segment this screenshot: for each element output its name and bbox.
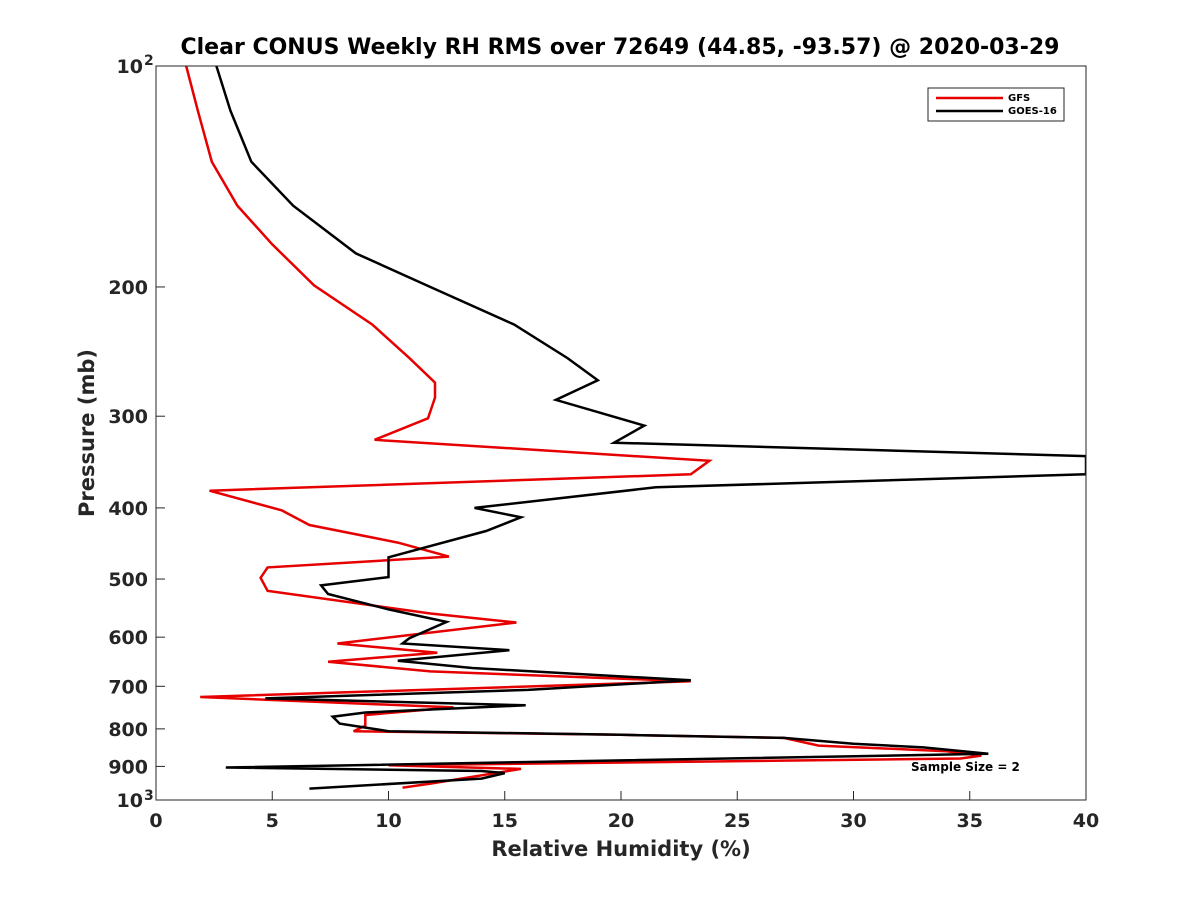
y-tick-label: 600 [108, 627, 148, 649]
x-tick-label: 15 [492, 810, 518, 832]
y-tick-exponent: 3 [144, 788, 154, 804]
x-tick-label: 35 [957, 810, 983, 832]
legend-label-gfs: GFS [1008, 93, 1030, 104]
y-tick-exponent: 2 [144, 53, 154, 69]
sample-size-annotation: Sample Size = 2 [911, 760, 1020, 774]
legend-box [927, 87, 1065, 122]
series-layer [184, 66, 1086, 790]
chart-title: Clear CONUS Weekly RH RMS over 72649 (44… [181, 35, 1060, 60]
legend-label-goes16: GOES-16 [1008, 106, 1057, 117]
x-tick-label: 20 [608, 810, 634, 832]
series-line-gfs [184, 66, 982, 789]
y-axis-label: Pressure (mb) [75, 349, 99, 517]
x-tick-label: 0 [149, 810, 162, 832]
y-tick-label: 200 [108, 277, 148, 299]
plot-area-frame [155, 65, 1087, 801]
series-line-goes-16 [215, 66, 1086, 790]
y-tick-label: 10 [117, 56, 143, 78]
x-tick-label: 40 [1073, 810, 1099, 832]
x-tick-label: 25 [724, 810, 750, 832]
y-tick-label: 700 [108, 676, 148, 698]
x-tick-label: 30 [840, 810, 866, 832]
y-tick-label: 10 [117, 790, 143, 812]
y-tick-label: 400 [108, 498, 148, 520]
x-tick-label: 5 [266, 810, 279, 832]
y-tick-label: 900 [108, 756, 148, 778]
y-tick-label: 300 [108, 406, 148, 428]
y-tick-label: 800 [108, 719, 148, 741]
legend: GFS GOES-16 [927, 87, 1065, 122]
x-tick-label: 10 [375, 810, 401, 832]
y-tick-label: 500 [108, 569, 148, 591]
x-axis: 0 5 10 15 20 25 30 35 40 [149, 791, 1099, 832]
x-axis-label: Relative Humidity (%) [491, 837, 750, 861]
